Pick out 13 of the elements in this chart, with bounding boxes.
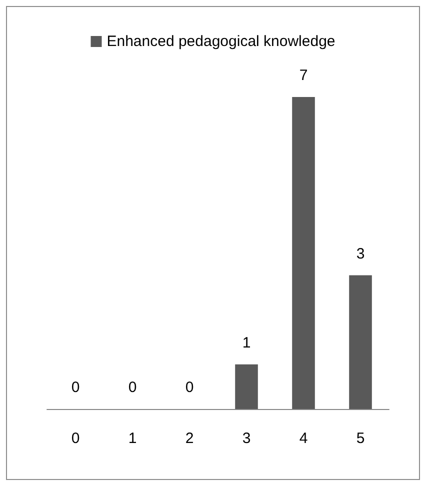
x-tick-label: 3 xyxy=(242,430,251,447)
data-label: 3 xyxy=(356,245,365,262)
data-label: 0 xyxy=(128,379,137,396)
x-tick-label: 2 xyxy=(185,430,194,447)
x-tick-label: 1 xyxy=(128,430,137,447)
data-label: 1 xyxy=(242,334,251,352)
x-tick-label: 4 xyxy=(299,430,308,447)
data-label: 0 xyxy=(71,379,80,396)
legend-label: Enhanced pedagogical knowledge xyxy=(106,33,336,50)
x-tick-label: 0 xyxy=(71,430,80,447)
x-tick-label: 5 xyxy=(356,430,365,447)
data-label: 7 xyxy=(299,67,308,84)
data-label: 0 xyxy=(185,379,194,396)
